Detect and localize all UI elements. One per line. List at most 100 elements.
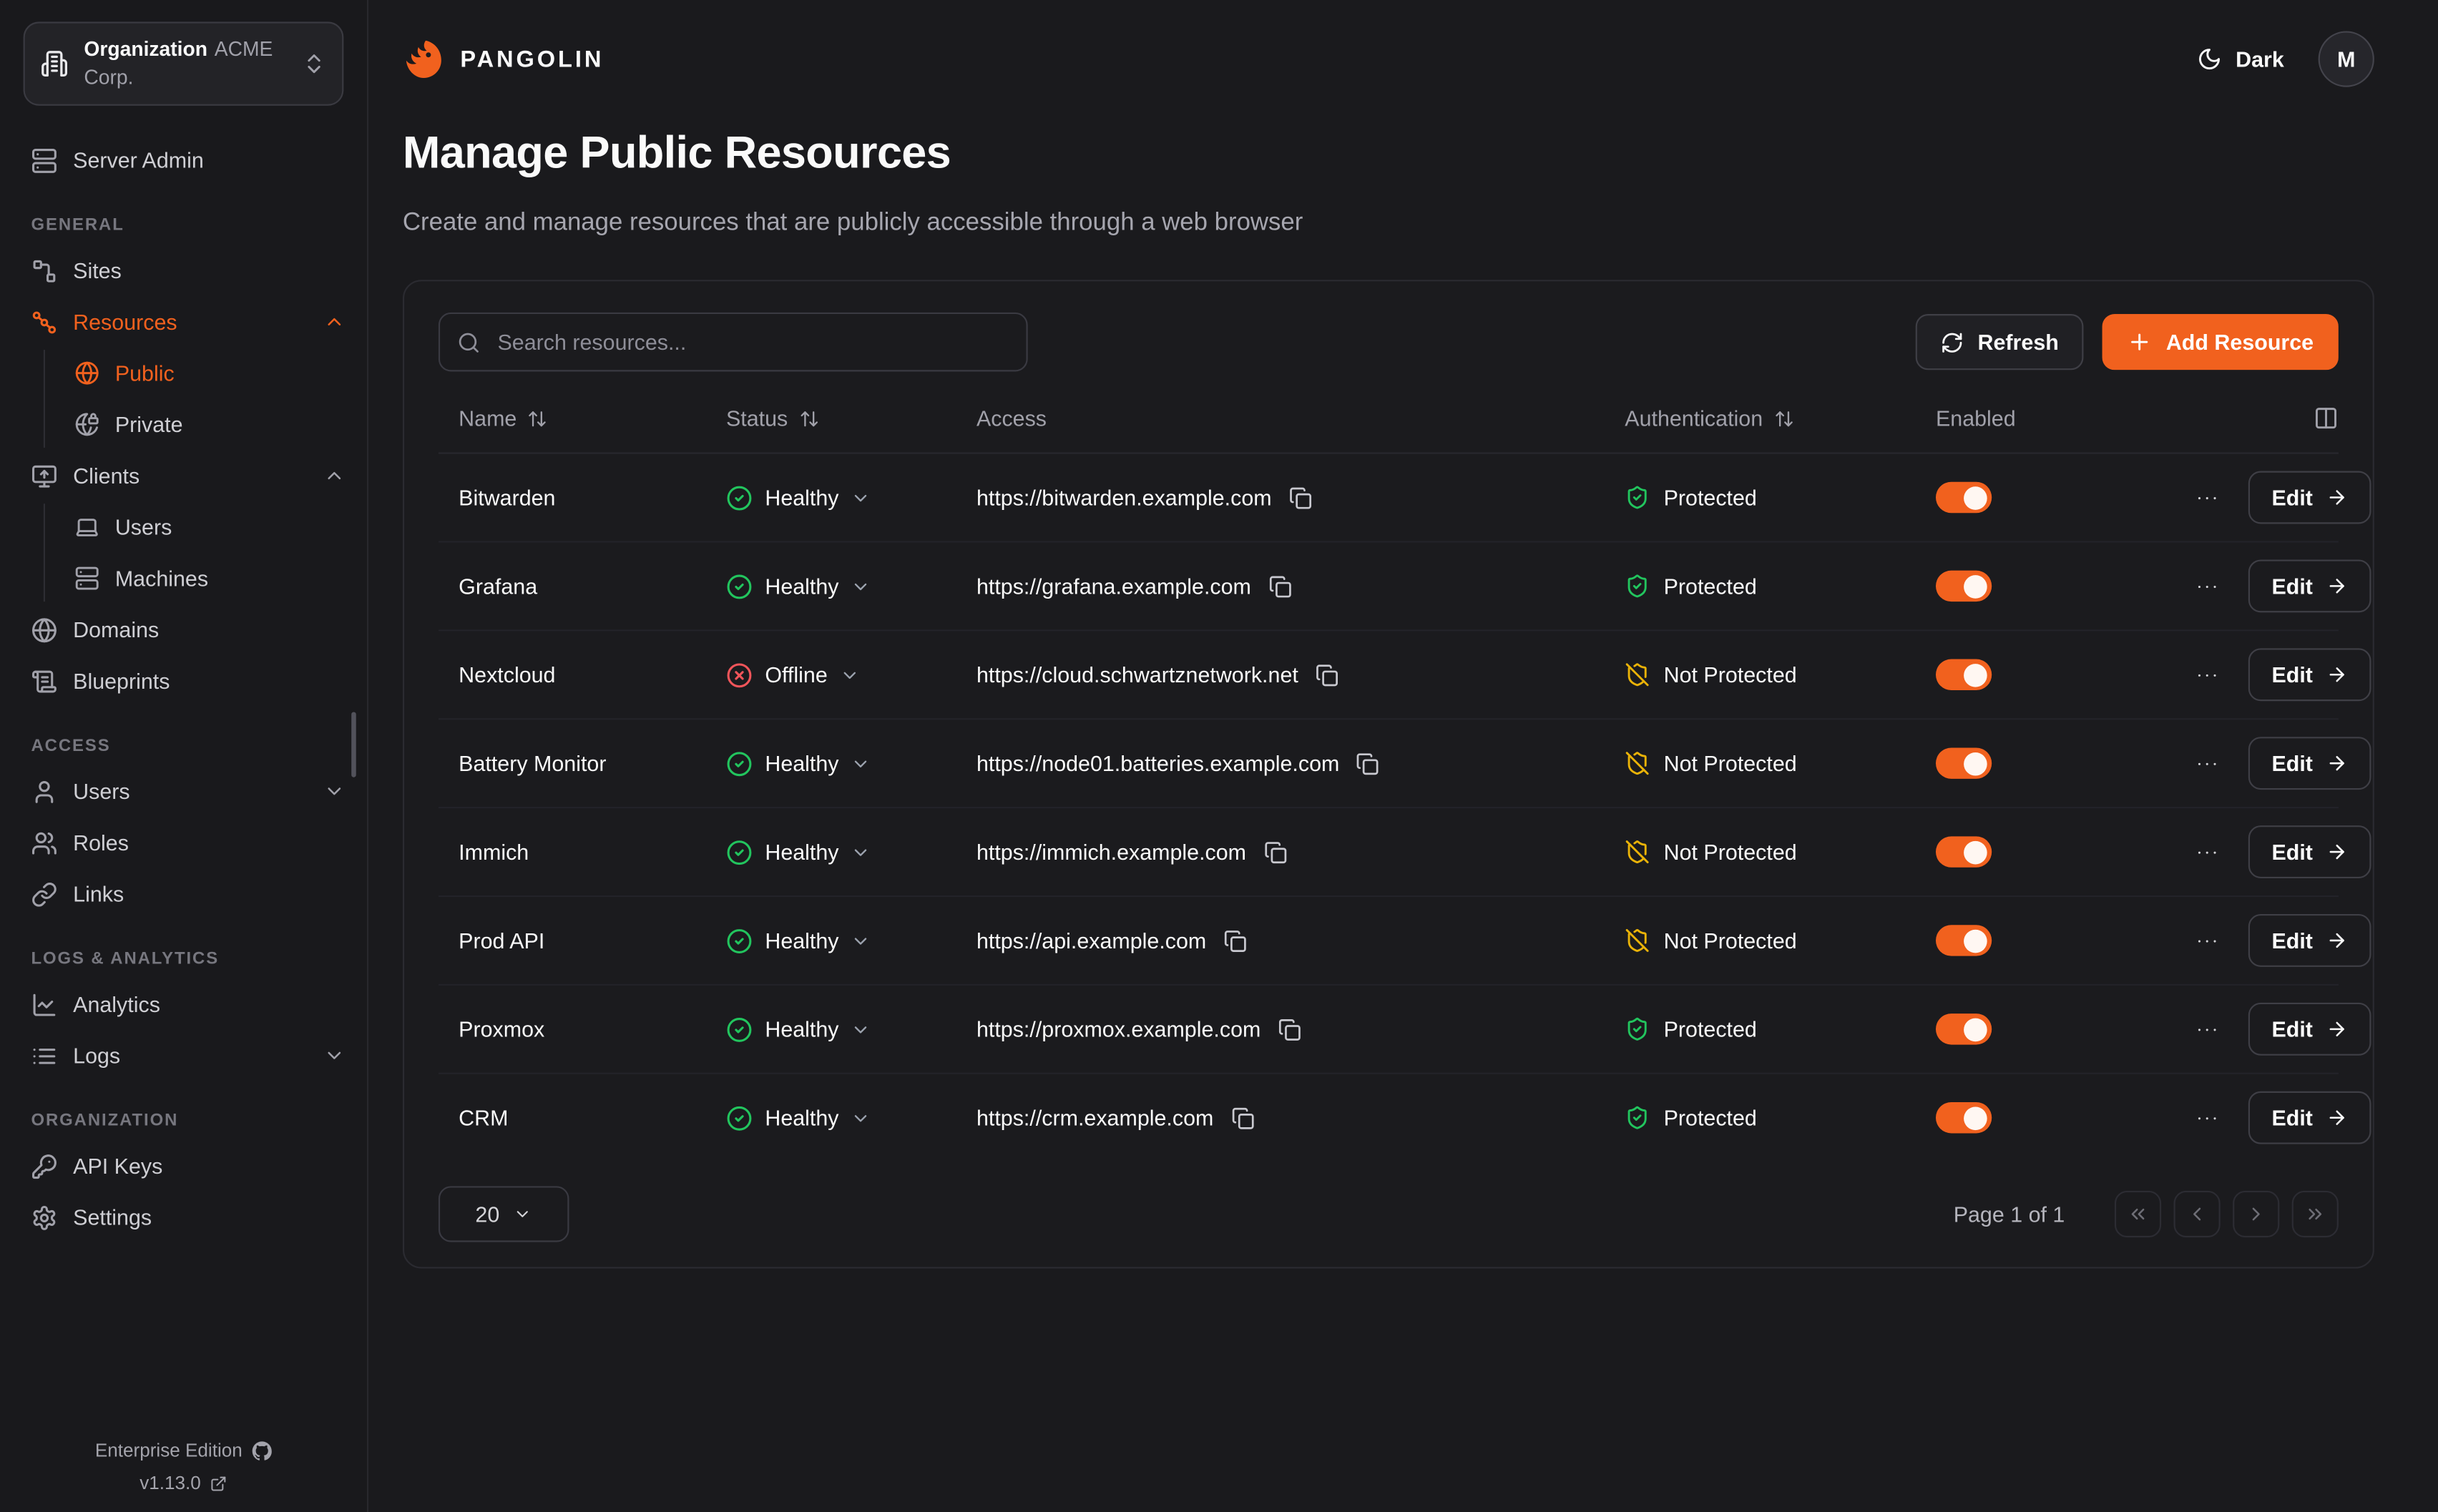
org-selector-label: Organization <box>84 37 208 61</box>
theme-toggle[interactable]: Dark <box>2197 46 2284 72</box>
column-visibility-button[interactable] <box>2190 406 2338 431</box>
copy-url-button[interactable] <box>1268 575 1292 599</box>
sort-icon <box>528 408 548 428</box>
auth-badge: Protected <box>1625 1017 1936 1042</box>
waypoints-icon <box>31 308 57 335</box>
edit-button[interactable]: Edit <box>2248 826 2372 879</box>
row-menu-button[interactable] <box>2190 570 2223 603</box>
sidebar-item-server-admin[interactable]: Server Admin <box>31 137 345 183</box>
column-header-authentication[interactable]: Authentication <box>1625 406 1936 431</box>
row-menu-button[interactable] <box>2190 1102 2223 1135</box>
search-input[interactable] <box>494 328 1009 357</box>
enabled-toggle[interactable] <box>1935 571 1992 603</box>
sidebar-item-links[interactable]: Links <box>31 870 345 917</box>
sidebar-item-client-users[interactable]: Users <box>74 504 345 550</box>
edit-button[interactable]: Edit <box>2248 649 2372 702</box>
sidebar-item-roles[interactable]: Roles <box>31 819 345 865</box>
row-menu-button[interactable] <box>2190 482 2223 515</box>
copy-url-button[interactable] <box>1356 752 1380 776</box>
status-dropdown[interactable]: Healthy <box>726 1105 976 1131</box>
sidebar-item-clients[interactable]: Clients <box>31 452 345 499</box>
resource-url: https://immich.example.com <box>976 840 1247 865</box>
resource-name: CRM <box>459 1106 509 1131</box>
edit-button[interactable]: Edit <box>2248 560 2372 614</box>
enabled-toggle[interactable] <box>1935 659 1992 691</box>
row-menu-button[interactable] <box>2190 836 2223 869</box>
status-dropdown[interactable]: Healthy <box>726 574 976 600</box>
column-header-name[interactable]: Name <box>439 406 726 431</box>
row-menu-button[interactable] <box>2190 1013 2223 1046</box>
status-dropdown[interactable]: Healthy <box>726 840 976 866</box>
status-dropdown[interactable]: Healthy <box>726 751 976 777</box>
copy-url-button[interactable] <box>1316 664 1339 687</box>
enabled-toggle[interactable] <box>1935 926 1992 957</box>
status-dropdown[interactable]: Healthy <box>726 485 976 511</box>
row-menu-button[interactable] <box>2190 747 2223 780</box>
edit-button[interactable]: Edit <box>2248 471 2372 525</box>
table-header: Name Status Access Authentication Enable… <box>438 385 2339 455</box>
sidebar-item-sites[interactable]: Sites <box>31 247 345 294</box>
copy-url-button[interactable] <box>1263 841 1287 865</box>
plus-icon <box>2127 330 2152 355</box>
status-dropdown[interactable]: Healthy <box>726 1016 976 1043</box>
edit-button[interactable]: Edit <box>2248 1091 2372 1145</box>
sidebar-item-private[interactable]: Private <box>74 401 345 448</box>
previous-page-button[interactable] <box>2173 1191 2221 1238</box>
avatar[interactable]: M <box>2318 31 2374 87</box>
add-resource-button[interactable]: Add Resource <box>2102 314 2339 371</box>
auth-badge: Not Protected <box>1625 752 1936 776</box>
resource-name: Nextcloud <box>459 662 556 688</box>
sidebar-item-users[interactable]: Users <box>31 768 345 815</box>
row-menu-button[interactable] <box>2190 659 2223 692</box>
brand[interactable]: PANGOLIN <box>403 38 604 80</box>
edit-button[interactable]: Edit <box>2248 737 2372 791</box>
sidebar-item-analytics[interactable]: Analytics <box>31 981 345 1027</box>
enabled-toggle[interactable] <box>1935 748 1992 780</box>
enabled-toggle[interactable] <box>1935 1102 1992 1134</box>
auth-badge: Not Protected <box>1625 663 1936 688</box>
sidebar-item-logs[interactable]: Logs <box>31 1032 345 1079</box>
edit-button[interactable]: Edit <box>2248 914 2372 968</box>
sidebar-item-settings[interactable]: Settings <box>31 1194 345 1240</box>
copy-url-button[interactable] <box>1278 1018 1301 1041</box>
org-selector[interactable]: Organization ACME Corp. <box>23 21 344 106</box>
chevron-down-icon <box>514 1205 532 1224</box>
chevron-down-icon <box>851 576 871 597</box>
sidebar-item-machines[interactable]: Machines <box>74 555 345 602</box>
sidebar-item-blueprints[interactable]: Blueprints <box>31 657 345 704</box>
sidebar-scrollbar[interactable] <box>351 712 356 777</box>
enabled-toggle[interactable] <box>1935 837 1992 868</box>
chevron-down-icon <box>851 1109 871 1129</box>
enabled-toggle[interactable] <box>1935 482 1992 514</box>
copy-url-button[interactable] <box>1223 930 1247 953</box>
refresh-button[interactable]: Refresh <box>1915 314 2084 371</box>
sidebar: Organization ACME Corp. Server Admin GEN… <box>0 0 369 1512</box>
sidebar-item-domains[interactable]: Domains <box>31 607 345 653</box>
sort-icon <box>1773 408 1793 428</box>
copy-url-button[interactable] <box>1230 1106 1254 1130</box>
edit-button[interactable]: Edit <box>2248 1003 2372 1056</box>
table-row: Bitwarden Healthy https://bitwarden.exam… <box>438 455 2372 544</box>
arrow-right-icon <box>2326 487 2348 509</box>
last-page-button[interactable] <box>2291 1191 2339 1238</box>
version-link[interactable]: v1.13.0 <box>0 1472 367 1494</box>
next-page-button[interactable] <box>2233 1191 2280 1238</box>
table-row: CRM Healthy https://crm.example.com Prot… <box>439 1075 2372 1162</box>
chevron-down-icon <box>851 1020 871 1040</box>
page-size-select[interactable]: 20 <box>438 1187 569 1243</box>
copy-url-button[interactable] <box>1289 486 1313 510</box>
shield-off-icon <box>1625 840 1650 865</box>
sidebar-item-resources[interactable]: Resources <box>31 298 345 345</box>
status-dropdown[interactable]: Offline <box>726 662 976 689</box>
row-menu-button[interactable] <box>2190 925 2223 958</box>
sidebar-item-public[interactable]: Public <box>74 350 345 396</box>
auth-label: Protected <box>1663 1017 1757 1043</box>
column-header-status[interactable]: Status <box>726 406 976 431</box>
edition-link[interactable]: Enterprise Edition <box>0 1440 367 1461</box>
pangolin-logo-icon <box>403 38 445 80</box>
enabled-toggle[interactable] <box>1935 1014 1992 1046</box>
first-page-button[interactable] <box>2114 1191 2162 1238</box>
resource-url: https://proxmox.example.com <box>976 1017 1261 1043</box>
sidebar-item-api-keys[interactable]: API Keys <box>31 1143 345 1189</box>
status-dropdown[interactable]: Healthy <box>726 928 976 954</box>
